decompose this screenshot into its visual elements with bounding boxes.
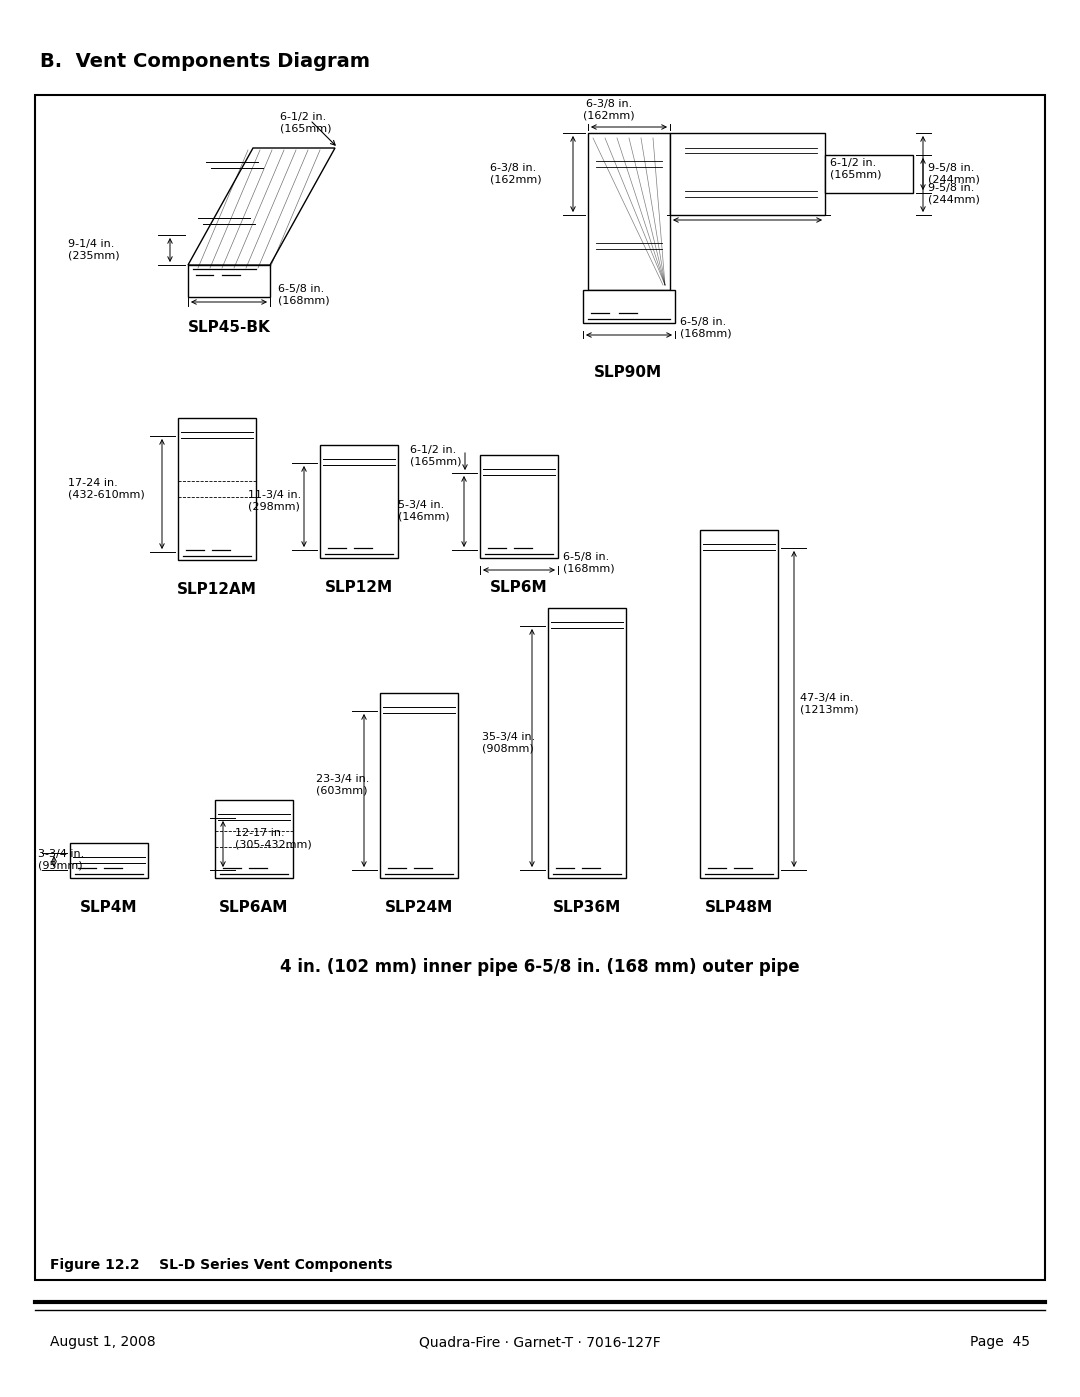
Text: 6-1/2 in.
(165mm): 6-1/2 in. (165mm) <box>831 158 881 180</box>
Text: 23-3/4 in.
(603mm): 23-3/4 in. (603mm) <box>316 774 369 796</box>
Text: Page  45: Page 45 <box>970 1336 1030 1350</box>
Bar <box>215 800 293 877</box>
Text: 6-5/8 in.
(168mm): 6-5/8 in. (168mm) <box>278 284 329 306</box>
Text: SLP45-BK: SLP45-BK <box>188 320 270 335</box>
Text: 6-3/8 in.
(162mm): 6-3/8 in. (162mm) <box>583 99 635 120</box>
Bar <box>480 455 558 557</box>
Text: 4 in. (102 mm) inner pipe 6-5/8 in. (168 mm) outer pipe: 4 in. (102 mm) inner pipe 6-5/8 in. (168… <box>280 958 800 977</box>
Text: 5-3/4 in.
(146mm): 5-3/4 in. (146mm) <box>399 500 449 522</box>
Text: 17-24 in.
(432-610mm): 17-24 in. (432-610mm) <box>68 478 145 500</box>
Bar <box>70 842 148 877</box>
Text: 47-3/4 in.
(1213mm): 47-3/4 in. (1213mm) <box>800 693 859 715</box>
Text: August 1, 2008: August 1, 2008 <box>50 1336 156 1350</box>
Bar <box>583 291 675 323</box>
Text: 11-3/4 in.
(298mm): 11-3/4 in. (298mm) <box>248 490 301 511</box>
Text: 12-17 in.
(305-432mm): 12-17 in. (305-432mm) <box>235 828 312 849</box>
Text: 9-5/8 in.
(244mm): 9-5/8 in. (244mm) <box>928 183 980 205</box>
Text: 6-5/8 in.
(168mm): 6-5/8 in. (168mm) <box>563 552 615 574</box>
Text: SLP4M: SLP4M <box>80 900 138 915</box>
Text: 9-1/4 in.
(235mm): 9-1/4 in. (235mm) <box>68 239 120 261</box>
Text: SLP48M: SLP48M <box>705 900 773 915</box>
Text: 6-5/8 in.
(168mm): 6-5/8 in. (168mm) <box>680 317 731 339</box>
Bar <box>825 155 913 193</box>
Text: Figure 12.2    SL-D Series Vent Components: Figure 12.2 SL-D Series Vent Components <box>50 1259 392 1273</box>
Text: 35-3/4 in.
(908mm): 35-3/4 in. (908mm) <box>482 732 536 754</box>
Bar <box>700 529 778 877</box>
Bar <box>380 693 458 877</box>
Bar <box>670 133 825 215</box>
Text: 6-1/2 in.
(165mm): 6-1/2 in. (165mm) <box>280 112 332 134</box>
Text: SLP6AM: SLP6AM <box>219 900 288 915</box>
Bar <box>188 265 270 298</box>
Text: 9-5/8 in.
(244mm): 9-5/8 in. (244mm) <box>928 163 980 184</box>
Text: SLP24M: SLP24M <box>384 900 454 915</box>
Text: SLP36M: SLP36M <box>553 900 621 915</box>
Text: Quadra-Fire · Garnet-T · 7016-127F: Quadra-Fire · Garnet-T · 7016-127F <box>419 1336 661 1350</box>
Bar <box>35 95 1045 1280</box>
Text: 6-3/8 in.
(162mm): 6-3/8 in. (162mm) <box>490 163 542 184</box>
Text: 6-1/2 in.
(165mm): 6-1/2 in. (165mm) <box>410 446 461 467</box>
Text: 3-3/4 in.
(95mm): 3-3/4 in. (95mm) <box>38 849 84 870</box>
Bar <box>320 446 399 557</box>
Bar <box>548 608 626 877</box>
Text: SLP6M: SLP6M <box>490 580 548 595</box>
Bar <box>178 418 256 560</box>
Polygon shape <box>188 148 335 265</box>
Text: B.  Vent Components Diagram: B. Vent Components Diagram <box>40 52 370 71</box>
Text: SLP12M: SLP12M <box>325 580 393 595</box>
Bar <box>588 133 670 291</box>
Text: SLP12AM: SLP12AM <box>177 583 257 597</box>
Text: SLP90M: SLP90M <box>594 365 662 380</box>
